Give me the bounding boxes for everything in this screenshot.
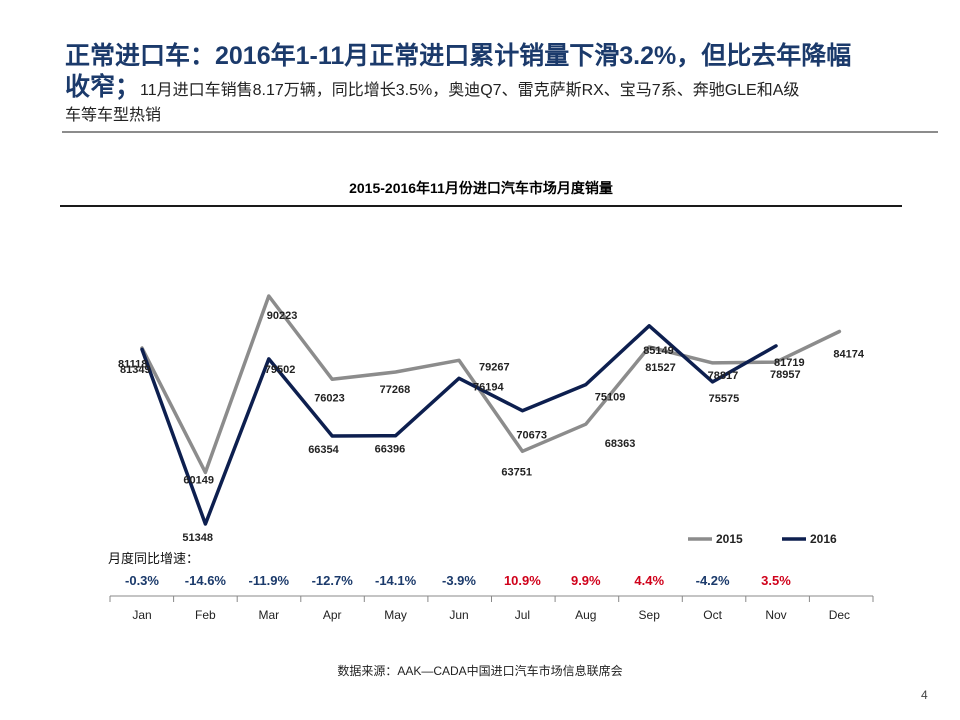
data-label-2016-apr: 66354 [308, 444, 339, 456]
x-tick-label-oct: Oct [703, 608, 722, 622]
data-label-2015-feb: 60149 [183, 474, 214, 486]
x-tick-label-may: May [384, 608, 407, 622]
page-number: 4 [921, 688, 928, 702]
data-label-2015-may: 77268 [380, 384, 411, 396]
data-label-2015-aug: 68363 [605, 438, 636, 450]
data-label-2015-nov: 78957 [770, 369, 801, 381]
title-main: 正常进口车：2016年1-11月正常进口累计销量下滑3.2%，但比去年降幅 [65, 42, 852, 70]
data-label-2015-jan: 81349 [120, 364, 151, 376]
yoy-value-aug: 9.9% [571, 573, 601, 588]
yoy-value-jan: -0.3% [125, 573, 159, 588]
chart-title-divider [60, 205, 902, 207]
data-label-2016-jan: 81118 [118, 358, 147, 370]
data-label-2015-jun: 79267 [479, 361, 510, 373]
data-label-2016-mar: 79502 [265, 364, 296, 376]
yoy-value-oct: -4.2% [696, 573, 730, 588]
yoy-value-mar: -11.9% [249, 573, 290, 588]
yoy-value-feb: -14.6% [185, 573, 227, 588]
chart-title: 2015-2016年11月份进口汽车市场月度销量 [349, 180, 613, 196]
legend-label-2016: 2016 [810, 532, 837, 546]
data-label-2016-feb: 51348 [182, 532, 213, 544]
x-tick-label-feb: Feb [195, 608, 216, 622]
data-label-2015-mar: 90223 [267, 310, 298, 322]
series-line-2015 [140, 294, 842, 475]
title-subtitle-row: 收窄；11月进口车销售8.17万辆，同比增长3.5%，奥迪Q7、雷克萨斯RX、宝… [65, 72, 935, 106]
data-label-2015-apr: 76023 [314, 392, 345, 404]
x-tick-label-mar: Mar [258, 608, 279, 622]
data-label-2016-jul: 70673 [516, 430, 547, 442]
legend-label-2015: 2015 [716, 532, 743, 546]
title-divider [62, 131, 938, 133]
title-sub-line1: 11月进口车销售8.17万辆，同比增长3.5%，奥迪Q7、雷克萨斯RX、宝马7系… [140, 82, 800, 99]
data-label-2015-dec: 84174 [833, 349, 864, 361]
title-lead: 收窄； [65, 73, 141, 101]
x-tick-label-apr: Apr [323, 608, 342, 622]
x-tick-label-jul: Jul [515, 608, 530, 622]
yoy-value-nov: 3.5% [761, 573, 791, 588]
yoy-caption: 月度同比增速： [108, 551, 200, 566]
x-tick-label-aug: Aug [575, 608, 596, 622]
yoy-value-may: -14.1% [375, 573, 417, 588]
data-label-2016-sep: 85149 [643, 345, 674, 357]
data-label-2015-sep: 81527 [645, 362, 676, 374]
x-tick-label-dec: Dec [829, 608, 850, 622]
yoy-value-apr: -12.7% [312, 573, 354, 588]
x-tick-label-jun: Jun [449, 608, 468, 622]
data-label-2016-nov: 81719 [774, 357, 805, 369]
data-label-2015-oct: 78817 [708, 370, 739, 382]
slide-title: 正常进口车：2016年1-11月正常进口累计销量下滑3.2%，但比去年降幅 收窄… [65, 40, 935, 126]
title-sub-line2: 车等车型热销 [65, 107, 162, 124]
data-label-2015-jul: 63751 [501, 466, 532, 478]
x-tick-label-jan: Jan [132, 608, 151, 622]
data-label-2016-may: 66396 [375, 444, 406, 456]
source-footnote: 数据来源：AAK—CADA中国进口汽车市场信息联席会 [337, 664, 623, 678]
x-tick-label-sep: Sep [639, 608, 661, 622]
data-label-2016-oct: 75575 [709, 393, 740, 405]
data-label-2016-jun: 76194 [473, 381, 504, 393]
x-tick-label-nov: Nov [765, 608, 786, 622]
yoy-value-jul: 10.9% [504, 573, 541, 588]
data-label-2016-aug: 75109 [595, 392, 626, 404]
yoy-value-jun: -3.9% [442, 573, 476, 588]
yoy-value-sep: 4.4% [634, 573, 664, 588]
series-line-2016 [140, 324, 778, 526]
